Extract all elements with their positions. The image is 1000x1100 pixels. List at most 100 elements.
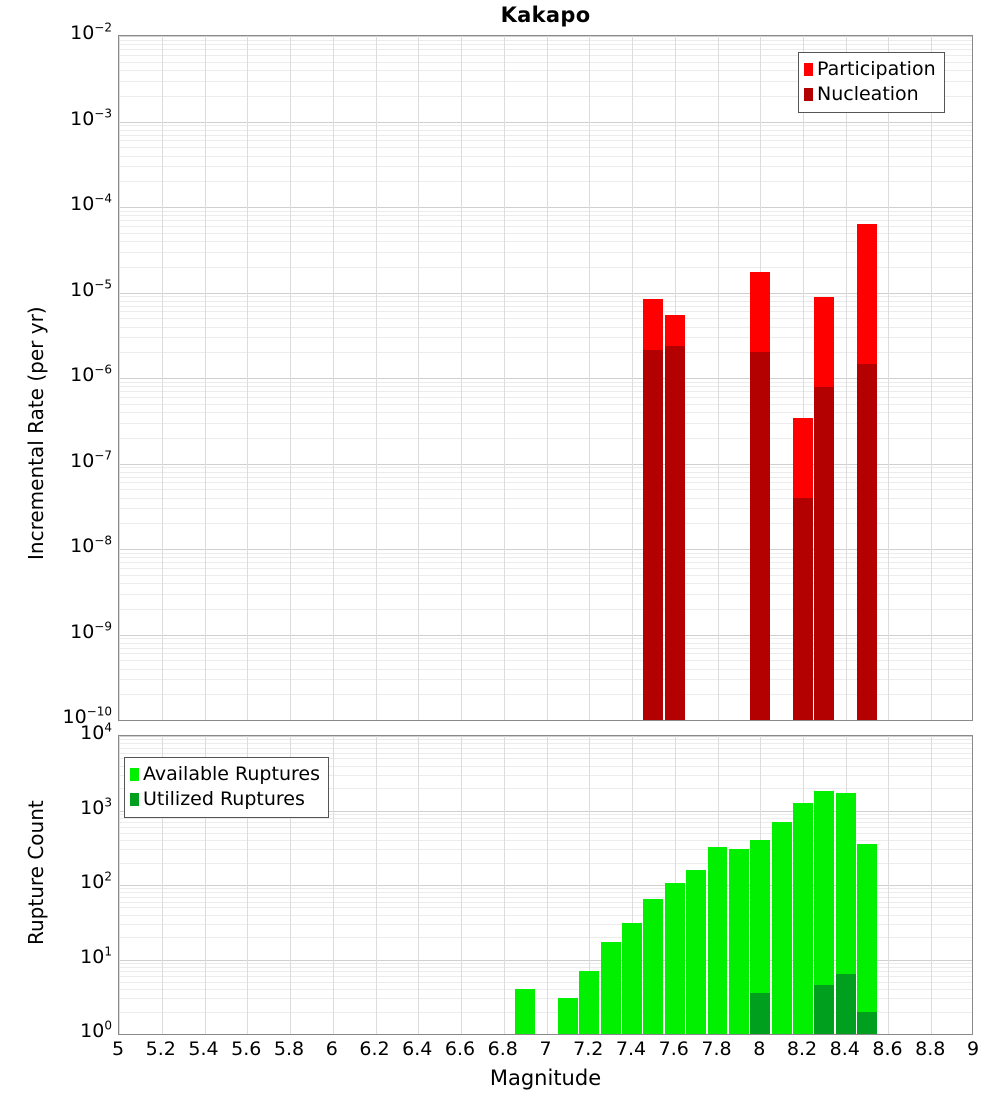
gridline-vertical [461,36,462,720]
gridline-vertical [931,36,932,720]
gridline-vertical [290,736,291,1034]
y-tick-label: 100 [80,1018,112,1042]
legend-label-nucleation: Nucleation [817,83,919,105]
x-tick-label: 5 [111,1038,125,1060]
gridline-minor [119,998,972,999]
gridline-minor [119,833,972,834]
x-tick-label: 6.4 [402,1038,433,1060]
bottom-chart-plot-area [118,735,973,1035]
top-chart-gridlines [119,36,972,720]
y-tick-label: 10−6 [70,362,112,386]
y-tick-label: 10−5 [70,277,112,301]
x-tick-label: 7.8 [701,1038,732,1060]
y-tick-label: 10−9 [70,619,112,643]
page-title: Kakapo [500,3,591,27]
gridline-minor [119,44,972,45]
gridline-minor [119,382,972,383]
gridline-minor [119,241,972,242]
nucleation-swatch-icon [804,88,813,101]
gridline-minor [119,423,972,424]
gridline-minor [119,226,972,227]
bar-available-ruptures [622,922,642,1034]
gridline-minor [119,306,972,307]
available-ruptures-swatch-icon [130,768,139,781]
gridline-minor [119,412,972,413]
gridline-vertical [119,36,120,720]
bar-available-ruptures [728,848,749,1034]
bar-available-ruptures [771,822,792,1034]
gridline-major [119,378,972,379]
gridline-minor [119,814,972,815]
gridline-major [119,207,972,208]
gridline-minor [119,822,972,823]
gridline-vertical [504,736,505,1034]
bar-available-ruptures [600,942,621,1034]
gridline-vertical [119,736,120,1034]
gridline-minor [119,753,972,754]
gridline-vertical [547,736,548,1034]
gridline-minor [119,482,972,483]
gridline-minor [119,849,972,850]
gridline-minor [119,609,972,610]
gridline-major [119,720,972,721]
bottom-chart-y-ticks: 104 103 102 101 100 [0,722,112,1041]
x-tick-label: 5.6 [231,1038,262,1060]
gridline-vertical [589,36,590,720]
gridline-minor [119,252,972,253]
legend-item-nucleation: Nucleation [804,82,936,107]
legend-item-participation: Participation [804,57,936,82]
gridline-vertical [888,36,889,720]
bar-available-ruptures [643,899,664,1034]
gridline-vertical [632,736,633,1034]
gridline-minor [119,489,972,490]
gridline-minor [119,55,972,56]
gridline-vertical [418,36,419,720]
gridline-major [119,122,972,123]
legend-item-available-ruptures: Available Ruptures [130,762,320,787]
legend-item-utilized-ruptures: Utilized Ruptures [130,787,320,812]
gridline-minor [119,147,972,148]
gridline-minor [119,508,972,509]
x-tick-label: 6.8 [487,1038,518,1060]
gridline-minor [119,181,972,182]
bottom-chart-y-axis-label: Rupture Count [24,800,48,945]
gridline-minor [119,140,972,141]
gridline-minor [119,49,972,50]
gridline-major [119,36,972,37]
x-tick-label: 8 [753,1038,766,1060]
y-tick-label: 103 [80,795,112,819]
gridline-minor [119,467,972,468]
gridline-major [119,464,972,465]
gridline-minor [119,818,972,819]
gridline-minor [119,907,972,908]
gridline-minor [119,301,972,302]
gridline-vertical [290,36,291,720]
gridline-minor [119,840,972,841]
gridline-minor [119,523,972,524]
gridline-minor [119,989,972,990]
gridline-minor [119,902,972,903]
x-tick-label: 7.4 [615,1038,647,1060]
gridline-vertical [803,36,804,720]
gridline-minor [119,788,972,789]
y-tick-label: 10−4 [70,191,112,215]
x-tick-label: 6 [325,1038,338,1060]
gridline-minor [119,967,972,968]
x-tick-label: 6.6 [444,1038,476,1060]
gridline-vertical [589,736,590,1034]
gridline-minor [119,679,972,680]
x-tick-label: 6.2 [359,1038,390,1060]
gridline-minor [119,296,972,297]
bottom-chart-bars [119,736,972,1034]
top-chart-y-ticks: 10−2 10−3 10−4 10−5 10−6 10−7 10−8 10−9 10−10 [0,22,112,727]
x-tick-label: 7.6 [658,1038,689,1060]
gridline-minor [119,1012,972,1013]
x-tick-label: 5.8 [273,1038,305,1060]
gridline-minor [119,963,972,964]
bar-available-ruptures [579,971,600,1034]
gridline-minor [119,311,972,312]
bar-available-ruptures [857,844,877,1034]
x-axis-label: Magnitude [489,1066,602,1090]
gridline-minor [119,660,972,661]
